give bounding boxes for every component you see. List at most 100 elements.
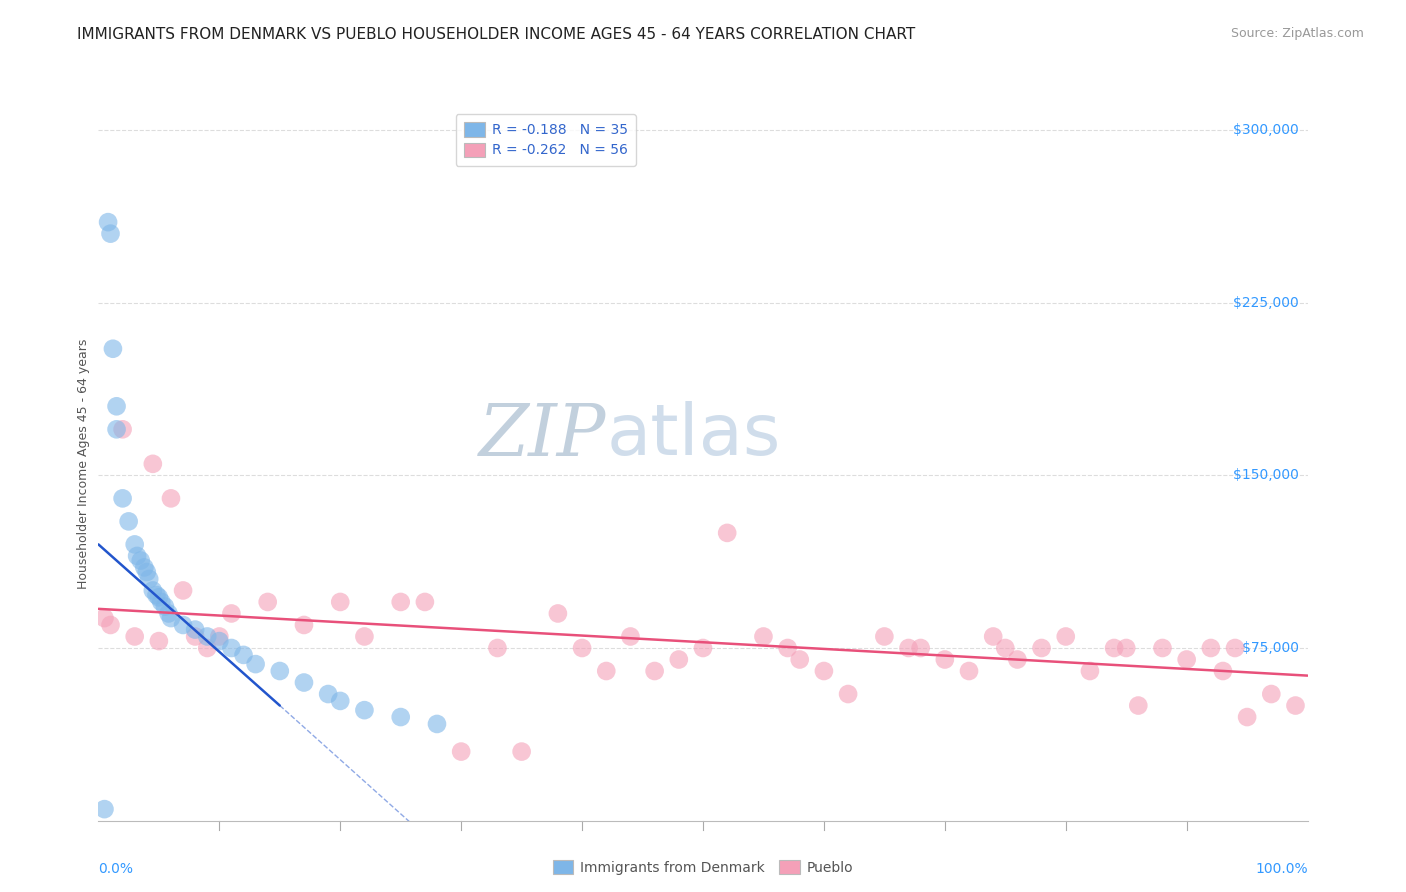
Point bbox=[150, 595, 173, 609]
Text: $225,000: $225,000 bbox=[1233, 296, 1308, 310]
Point bbox=[668, 652, 690, 666]
Point bbox=[134, 560, 156, 574]
Point bbox=[450, 745, 472, 759]
Point bbox=[124, 537, 146, 551]
Point bbox=[100, 227, 122, 241]
Point bbox=[142, 583, 165, 598]
Legend: R = -0.188   N = 35, R = -0.262   N = 56: R = -0.188 N = 35, R = -0.262 N = 56 bbox=[456, 114, 636, 166]
Point bbox=[957, 664, 980, 678]
Point bbox=[1175, 652, 1198, 666]
Legend: Immigrants from Denmark, Pueblo: Immigrants from Denmark, Pueblo bbox=[547, 855, 859, 880]
Point bbox=[232, 648, 254, 662]
Point bbox=[1054, 630, 1077, 644]
Text: 0.0%: 0.0% bbox=[98, 862, 134, 876]
Point bbox=[172, 583, 194, 598]
Point bbox=[1031, 640, 1053, 655]
Point bbox=[160, 611, 183, 625]
Point bbox=[353, 630, 375, 644]
Point bbox=[1223, 640, 1246, 655]
Point bbox=[184, 623, 207, 637]
Text: $300,000: $300,000 bbox=[1233, 123, 1308, 137]
Point bbox=[1115, 640, 1137, 655]
Point bbox=[837, 687, 859, 701]
Point bbox=[1284, 698, 1306, 713]
Point bbox=[160, 491, 183, 506]
Point bbox=[1212, 664, 1234, 678]
Point bbox=[245, 657, 267, 672]
Point bbox=[1128, 698, 1150, 713]
Point bbox=[145, 588, 167, 602]
Point bbox=[389, 595, 412, 609]
Point bbox=[776, 640, 799, 655]
Point bbox=[813, 664, 835, 678]
Point bbox=[426, 717, 449, 731]
Point bbox=[195, 640, 218, 655]
Text: ZIP: ZIP bbox=[479, 400, 606, 471]
Point bbox=[100, 618, 122, 632]
Point bbox=[873, 630, 896, 644]
Point bbox=[1007, 652, 1029, 666]
Point bbox=[910, 640, 932, 655]
Text: $150,000: $150,000 bbox=[1233, 468, 1308, 483]
Point bbox=[256, 595, 278, 609]
Point bbox=[93, 802, 115, 816]
Point bbox=[208, 630, 231, 644]
Point bbox=[135, 565, 157, 579]
Point bbox=[353, 703, 375, 717]
Point bbox=[1152, 640, 1174, 655]
Point bbox=[389, 710, 412, 724]
Point bbox=[329, 595, 352, 609]
Point bbox=[1078, 664, 1101, 678]
Point bbox=[547, 607, 569, 621]
Point bbox=[129, 553, 152, 567]
Point bbox=[897, 640, 920, 655]
Point bbox=[789, 652, 811, 666]
Point bbox=[221, 607, 243, 621]
Point bbox=[269, 664, 291, 678]
Point bbox=[1236, 710, 1258, 724]
Point bbox=[994, 640, 1017, 655]
Point bbox=[157, 607, 180, 621]
Point bbox=[184, 630, 207, 644]
Point bbox=[221, 640, 243, 655]
Point bbox=[105, 399, 128, 413]
Point bbox=[111, 422, 134, 436]
Point bbox=[486, 640, 509, 655]
Point bbox=[981, 630, 1004, 644]
Text: $75,000: $75,000 bbox=[1241, 641, 1308, 655]
Point bbox=[716, 525, 738, 540]
Point bbox=[619, 630, 641, 644]
Text: 100.0%: 100.0% bbox=[1256, 862, 1308, 876]
Point bbox=[172, 618, 194, 632]
Y-axis label: Householder Income Ages 45 - 64 years: Householder Income Ages 45 - 64 years bbox=[77, 339, 90, 589]
Point bbox=[1260, 687, 1282, 701]
Point bbox=[292, 618, 315, 632]
Point bbox=[118, 515, 141, 529]
Text: Source: ZipAtlas.com: Source: ZipAtlas.com bbox=[1230, 27, 1364, 40]
Text: atlas: atlas bbox=[606, 401, 780, 470]
Point bbox=[644, 664, 666, 678]
Point bbox=[105, 422, 128, 436]
Point bbox=[595, 664, 617, 678]
Point bbox=[148, 591, 170, 605]
Point bbox=[153, 599, 176, 614]
Point bbox=[124, 630, 146, 644]
Point bbox=[208, 634, 231, 648]
Point bbox=[692, 640, 714, 655]
Point bbox=[1199, 640, 1222, 655]
Point bbox=[148, 634, 170, 648]
Point bbox=[111, 491, 134, 506]
Point bbox=[195, 630, 218, 644]
Point bbox=[127, 549, 149, 563]
Point bbox=[329, 694, 352, 708]
Point bbox=[292, 675, 315, 690]
Point bbox=[138, 572, 160, 586]
Text: IMMIGRANTS FROM DENMARK VS PUEBLO HOUSEHOLDER INCOME AGES 45 - 64 YEARS CORRELAT: IMMIGRANTS FROM DENMARK VS PUEBLO HOUSEH… bbox=[77, 27, 915, 42]
Point bbox=[93, 611, 115, 625]
Point bbox=[571, 640, 593, 655]
Point bbox=[142, 457, 165, 471]
Point bbox=[934, 652, 956, 666]
Point bbox=[413, 595, 436, 609]
Point bbox=[510, 745, 533, 759]
Point bbox=[316, 687, 339, 701]
